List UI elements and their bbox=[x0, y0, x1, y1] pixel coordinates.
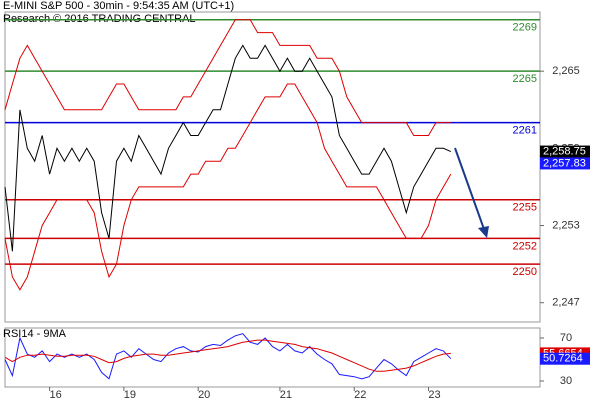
price-marker bbox=[540, 157, 590, 170]
level-label: 2269 bbox=[513, 22, 537, 34]
price-marker-label: 2,257.83 bbox=[543, 157, 586, 169]
level-label: 2250 bbox=[513, 266, 537, 278]
price-marker-label: 2,258.75 bbox=[543, 145, 586, 157]
x-tick-label: 20 bbox=[198, 389, 210, 400]
x-tick-label: 19 bbox=[124, 389, 136, 400]
price-marker bbox=[540, 352, 590, 365]
y-tick-label: 70 bbox=[560, 332, 572, 344]
y-tick-label: 2,253 bbox=[552, 219, 580, 231]
chart-subtitle: Research © 2016 TRADING CENTRAL bbox=[3, 13, 196, 25]
x-tick-label: 21 bbox=[280, 389, 292, 400]
y-tick-label: 30 bbox=[560, 375, 572, 387]
chart-title: E-MINI S&P 500 - 30min - 9:54:35 AM (UTC… bbox=[3, 0, 234, 12]
price-marker-label: 50.7264 bbox=[543, 353, 583, 365]
series-line bbox=[4, 44, 452, 252]
y-tick-label: 2,265 bbox=[552, 65, 580, 77]
series-line bbox=[4, 339, 451, 372]
x-tick-label: 22 bbox=[354, 389, 366, 400]
y-tick-label: 2,247 bbox=[552, 297, 580, 309]
price-marker bbox=[540, 145, 590, 158]
level-label: 2252 bbox=[513, 240, 537, 252]
rsi-title: RSI14 - 9MA bbox=[3, 328, 67, 340]
x-tick-label: 16 bbox=[49, 389, 61, 400]
forecast-arrow bbox=[454, 147, 486, 233]
level-label: 2265 bbox=[513, 73, 537, 85]
series-line bbox=[4, 19, 451, 136]
level-label: 2255 bbox=[513, 202, 537, 214]
x-tick-label: 23 bbox=[428, 389, 440, 400]
level-label: 2261 bbox=[513, 125, 537, 137]
forecast-arrowhead bbox=[478, 226, 489, 238]
series-line bbox=[4, 83, 452, 291]
series-line bbox=[4, 333, 452, 380]
